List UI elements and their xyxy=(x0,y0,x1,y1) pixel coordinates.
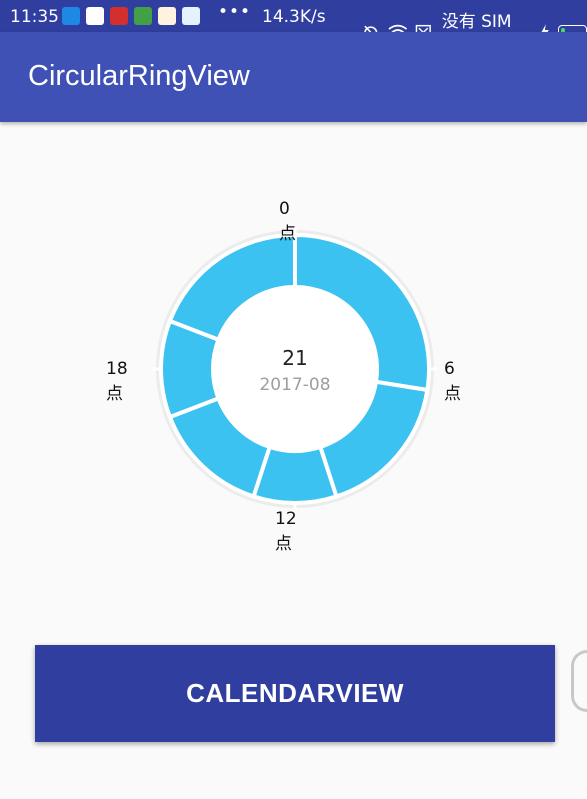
app-icon xyxy=(110,7,128,25)
notification-icons xyxy=(62,7,200,25)
ring-center xyxy=(213,287,377,451)
edge-handle[interactable] xyxy=(571,650,587,712)
usb-icon xyxy=(62,7,80,25)
ring-label-6h: 6点 xyxy=(444,359,461,404)
battery-saver-icon xyxy=(134,7,152,25)
app-icon xyxy=(86,7,104,25)
ring-label-0h: 0点 xyxy=(279,199,296,244)
status-time: 11:35 xyxy=(10,7,59,27)
more-notifications: ••• xyxy=(218,2,252,22)
calendarview-button[interactable]: CALENDARVIEW xyxy=(35,645,555,742)
app-title: CircularRingView xyxy=(28,60,250,92)
app-icon xyxy=(182,7,200,25)
weibo-icon xyxy=(158,7,176,25)
center-day: 21 xyxy=(282,346,308,370)
app-bar: CircularRingView xyxy=(0,32,587,122)
net-speed: 14.3K/s xyxy=(262,7,326,27)
ring-ticks xyxy=(153,227,437,511)
center-month: 2017-08 xyxy=(259,375,331,395)
ring-label-12h: 12点 xyxy=(275,509,297,554)
status-bar: 11:35 ••• 14.3K/s 没有 SIM 卡 xyxy=(0,0,587,57)
ring-label-18h: 18点 xyxy=(106,359,128,404)
ring-segments xyxy=(159,232,431,505)
